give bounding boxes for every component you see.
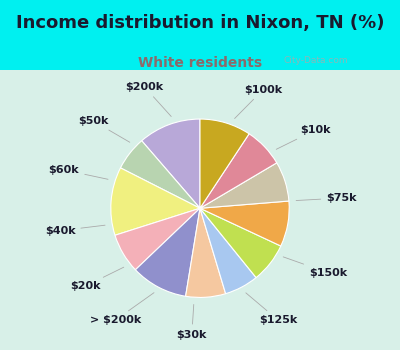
Wedge shape (200, 134, 277, 208)
Text: $60k: $60k (49, 165, 108, 179)
Text: $10k: $10k (276, 125, 330, 149)
Text: $200k: $200k (126, 82, 171, 117)
Text: $50k: $50k (78, 116, 130, 142)
Text: $125k: $125k (246, 293, 297, 325)
Wedge shape (200, 208, 281, 278)
Wedge shape (136, 208, 200, 296)
Wedge shape (200, 201, 289, 246)
Text: $40k: $40k (45, 225, 105, 236)
Wedge shape (200, 208, 256, 294)
Wedge shape (186, 208, 226, 298)
Wedge shape (142, 119, 200, 208)
Wedge shape (120, 141, 200, 208)
Wedge shape (111, 168, 200, 235)
Text: White residents: White residents (138, 56, 262, 70)
Wedge shape (200, 119, 249, 208)
Text: $20k: $20k (70, 267, 124, 291)
Text: $100k: $100k (235, 85, 282, 119)
Text: $75k: $75k (296, 193, 357, 203)
Text: City-Data.com: City-Data.com (283, 56, 348, 65)
Text: > $200k: > $200k (90, 293, 154, 325)
Text: Income distribution in Nixon, TN (%): Income distribution in Nixon, TN (%) (16, 14, 384, 32)
Text: $30k: $30k (177, 304, 207, 340)
Text: $150k: $150k (283, 257, 347, 278)
Wedge shape (200, 163, 289, 208)
Wedge shape (115, 208, 200, 270)
